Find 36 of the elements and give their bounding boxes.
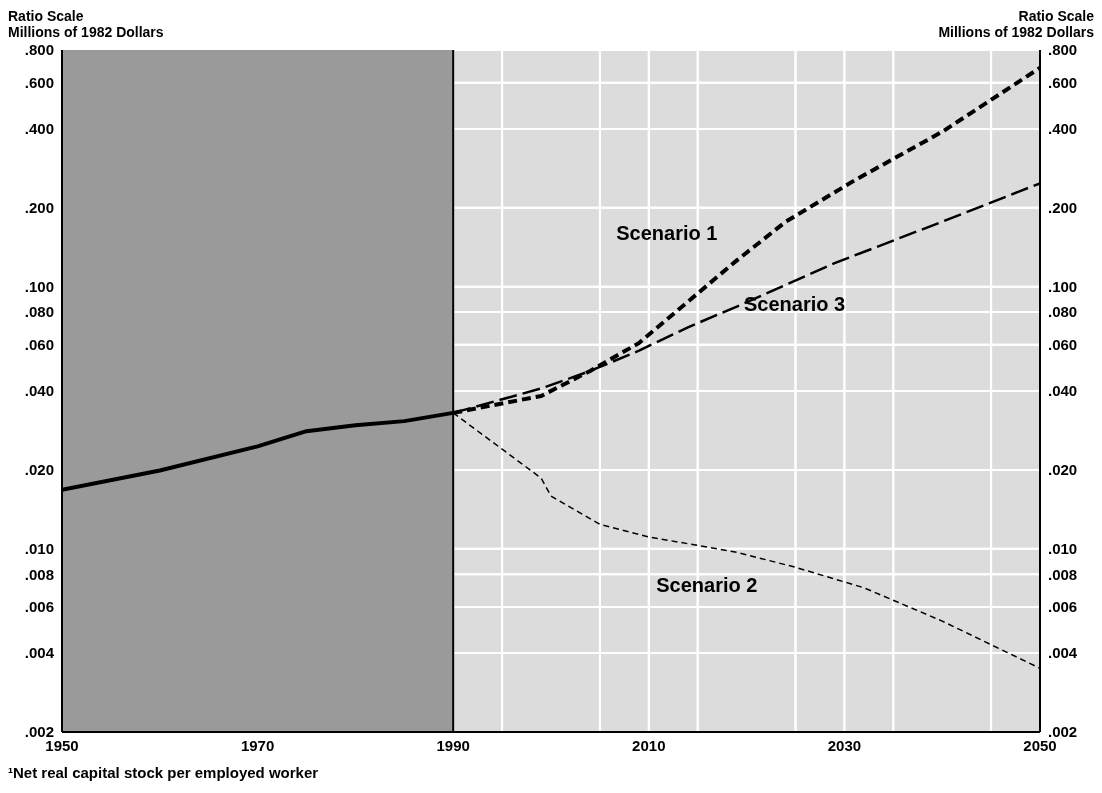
text: .060 (1048, 336, 1078, 354)
text: ¹Net real capital stock per employed worker (8, 764, 320, 781)
y-tick-label: .008 (24, 565, 54, 583)
y-tick-label: .020 (24, 461, 54, 479)
y-tick-label: .800 (24, 41, 54, 59)
text: .100 (1048, 278, 1078, 296)
text: .800 (1048, 41, 1078, 59)
y-tick-label: .010 (24, 540, 54, 558)
y-tick-label: .100 (24, 278, 54, 296)
text: .600 (1048, 74, 1078, 92)
y2-axis-title: Ratio Scale Millions of 1982 Dollars (938, 8, 1094, 42)
text: .008 (1048, 565, 1078, 583)
text: .006 (1048, 598, 1078, 616)
text: .080 (1048, 303, 1078, 321)
series-label: Scenario 1 (616, 222, 718, 245)
x-tick-label: 2010 (632, 736, 666, 754)
text: .040 (1048, 382, 1078, 400)
y-tick-label: .006 (24, 598, 54, 616)
y-tick-label: .600 (24, 74, 54, 92)
text: .004 (1048, 644, 1078, 662)
y-tick-label: .004 (24, 644, 55, 662)
y-tick-label: .200 (24, 199, 54, 217)
x-tick-label: 1970 (240, 736, 275, 754)
text: .020 (1048, 461, 1078, 479)
y-tick-label: .080 (24, 303, 54, 321)
y-tick-label: .060 (24, 336, 54, 354)
x-tick-label: 1990 (436, 736, 470, 754)
series-label: Scenario 3 (744, 293, 846, 316)
y-tick-label: .040 (24, 382, 54, 400)
text: .200 (1048, 199, 1078, 217)
x-tick-label: 2030 (827, 736, 862, 754)
series-label: Scenario 2 (656, 574, 758, 597)
text: .400 (1048, 120, 1078, 138)
text: .010 (1048, 540, 1078, 558)
y-tick-label: .400 (24, 120, 54, 138)
y-axis-title: Ratio Scale Millions of 1982 Dollars (8, 8, 164, 42)
